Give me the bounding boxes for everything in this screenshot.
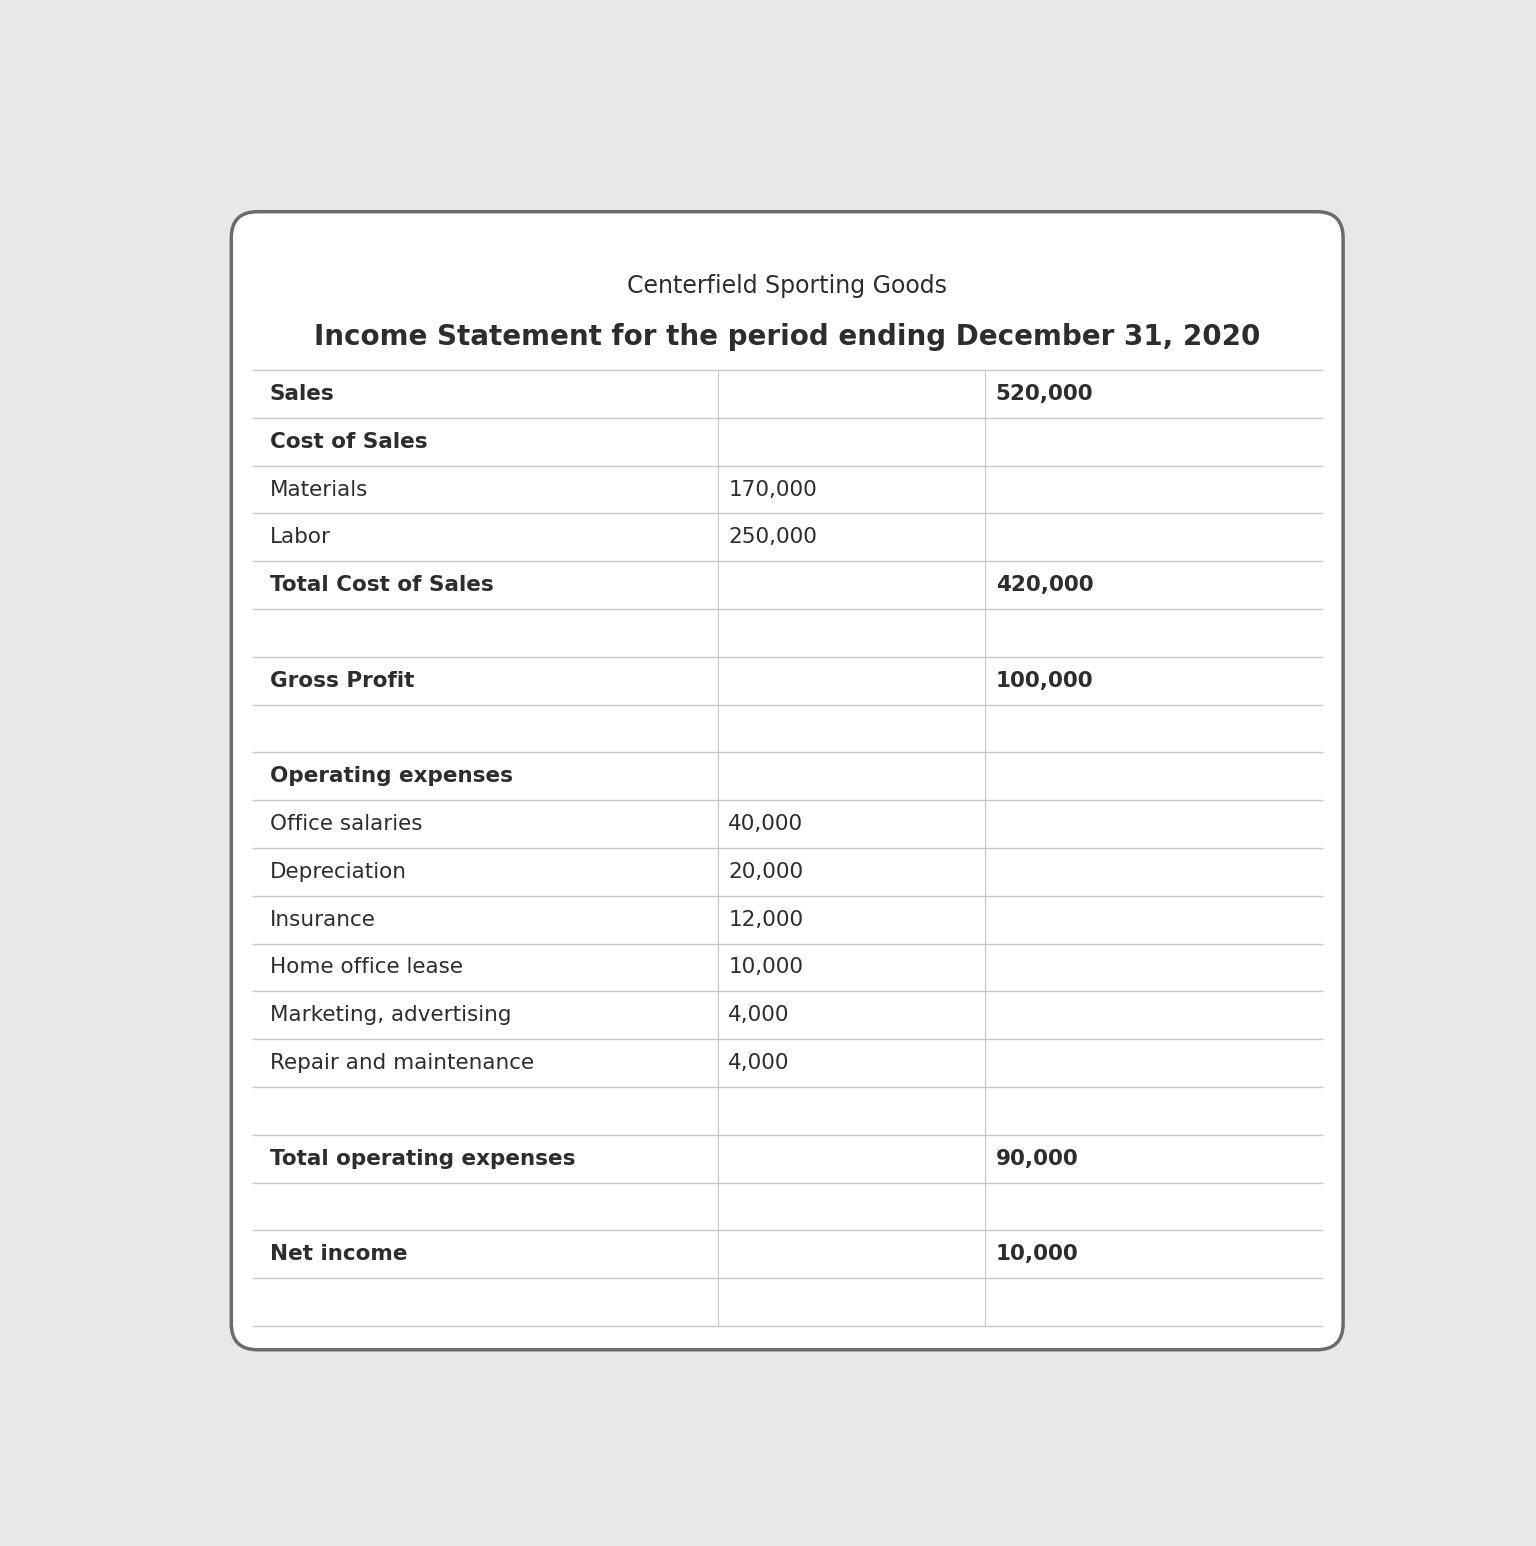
Text: 420,000: 420,000 [995,575,1094,595]
Text: Repair and maintenance: Repair and maintenance [270,1053,535,1073]
Text: Net income: Net income [270,1245,407,1265]
Text: 10,000: 10,000 [728,957,803,977]
Text: Labor: Labor [270,527,330,547]
Text: Total operating expenses: Total operating expenses [270,1149,576,1169]
Text: 40,000: 40,000 [728,815,803,835]
Text: 12,000: 12,000 [728,909,803,929]
FancyBboxPatch shape [232,212,1342,1350]
Text: 520,000: 520,000 [995,383,1094,404]
Text: 250,000: 250,000 [728,527,817,547]
Text: Centerfield Sporting Goods: Centerfield Sporting Goods [627,274,948,297]
Text: 170,000: 170,000 [728,479,817,499]
Text: Materials: Materials [270,479,369,499]
Text: Sales: Sales [270,383,335,404]
Text: Gross Profit: Gross Profit [270,671,415,691]
Text: Total Cost of Sales: Total Cost of Sales [270,575,493,595]
Text: Insurance: Insurance [270,909,376,929]
Text: Marketing, advertising: Marketing, advertising [270,1005,511,1025]
Text: 90,000: 90,000 [995,1149,1078,1169]
Text: Operating expenses: Operating expenses [270,767,513,787]
Text: 20,000: 20,000 [728,861,803,881]
Text: 4,000: 4,000 [728,1005,790,1025]
Text: Home office lease: Home office lease [270,957,462,977]
Text: 10,000: 10,000 [995,1245,1078,1265]
Text: Office salaries: Office salaries [270,815,422,835]
Text: 4,000: 4,000 [728,1053,790,1073]
Text: Depreciation: Depreciation [270,861,407,881]
Text: 100,000: 100,000 [995,671,1094,691]
Text: Income Statement for the period ending December 31, 2020: Income Statement for the period ending D… [313,323,1261,351]
Text: Cost of Sales: Cost of Sales [270,431,427,451]
